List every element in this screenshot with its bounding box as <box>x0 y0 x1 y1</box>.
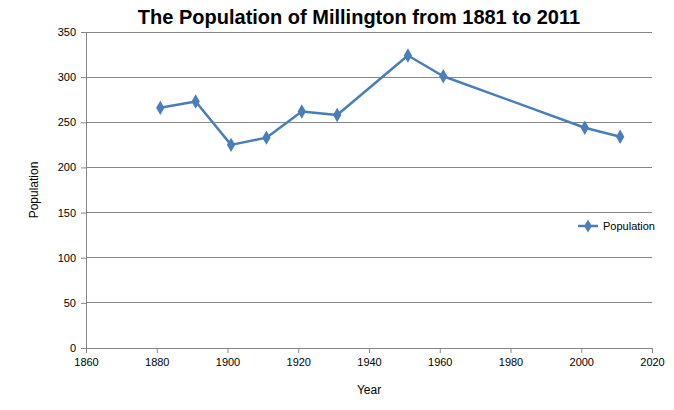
tick-mark <box>298 348 299 353</box>
tick-label: 1980 <box>499 356 523 368</box>
tick: 1960 <box>428 348 452 368</box>
tick-mark <box>81 303 86 304</box>
tick-label: 1960 <box>428 356 452 368</box>
marker <box>156 101 164 115</box>
plot-area <box>156 48 624 152</box>
tick: 1900 <box>216 348 240 368</box>
legend: Population <box>572 217 668 235</box>
legend-marker <box>584 219 592 232</box>
tick: 2020 <box>640 348 664 368</box>
tick-mark <box>81 258 86 259</box>
axis-line <box>81 33 87 349</box>
marker <box>298 104 306 118</box>
tick-mark <box>81 32 86 33</box>
marker <box>192 94 200 108</box>
tick: 200 <box>58 161 86 173</box>
tick-mark <box>581 348 582 353</box>
grid-line <box>86 302 652 303</box>
tick: 1940 <box>357 348 381 368</box>
grid-line <box>86 77 652 78</box>
tick-mark <box>228 348 229 353</box>
tick-mark <box>81 122 86 123</box>
x-axis: 1860 1880 1900 1920 1940 1960 1980 2000 2020 <box>74 348 664 368</box>
tick-mark <box>511 348 512 353</box>
tick: 300 <box>58 71 86 83</box>
grid-line <box>86 32 652 33</box>
marker <box>439 69 447 83</box>
tick: 2000 <box>570 348 594 368</box>
tick-label: 350 <box>58 26 76 38</box>
tick-mark <box>81 167 86 168</box>
tick-label: 1860 <box>74 356 98 368</box>
tick-label: 1920 <box>287 356 311 368</box>
grid-line <box>86 257 652 258</box>
tick: 350 <box>58 26 86 38</box>
tick-mark <box>652 348 653 353</box>
tick-label: 200 <box>58 161 76 173</box>
tick-mark <box>81 213 86 214</box>
tick-label: 150 <box>58 207 76 219</box>
tick: 50 <box>64 297 86 309</box>
tick-mark <box>157 348 158 353</box>
axis-line <box>87 349 653 354</box>
marker <box>581 120 589 134</box>
tick-label: 1900 <box>216 356 240 368</box>
tick: 1860 <box>74 348 98 368</box>
tick: 1980 <box>499 348 523 368</box>
x-axis-title: Year <box>357 383 381 397</box>
tick-mark <box>440 348 441 353</box>
marker <box>227 138 235 152</box>
tick: 150 <box>58 207 86 219</box>
marker <box>404 48 412 62</box>
tick-label: 250 <box>58 116 76 128</box>
legend-background <box>572 217 668 235</box>
grid-line <box>86 212 652 213</box>
tick-label: 0 <box>70 342 76 354</box>
tick-label: 1880 <box>145 356 169 368</box>
title: The Population of Millington from 1881 t… <box>138 6 580 28</box>
tick-mark <box>369 348 370 353</box>
tick-label: 50 <box>64 297 76 309</box>
tick: 1920 <box>287 348 311 368</box>
grid <box>86 32 652 348</box>
legend-item: Population <box>572 217 668 235</box>
tick-label: 300 <box>58 71 76 83</box>
tick: 100 <box>58 252 86 264</box>
legend-label: Population <box>603 220 655 232</box>
tick-label: 1940 <box>357 356 381 368</box>
marker <box>616 130 624 144</box>
y-axis-title: Population <box>27 162 41 219</box>
tick-mark <box>81 77 86 78</box>
y-axis: 0 50 100 150 200 250 300 350 <box>58 26 87 354</box>
tick: 250 <box>58 116 86 128</box>
tick: 1880 <box>145 348 169 368</box>
grid-line <box>86 167 652 168</box>
chart: 1860 1880 1900 1920 1940 1960 1980 2000 2020 0 50 1… <box>0 0 674 410</box>
marker <box>262 130 270 144</box>
tick-label: 2000 <box>570 356 594 368</box>
tick-label: 100 <box>58 252 76 264</box>
marker <box>333 108 341 122</box>
tick-mark <box>81 348 86 349</box>
tick-label: 2020 <box>640 356 664 368</box>
tick: 0 <box>70 342 86 354</box>
series-line <box>160 55 620 144</box>
